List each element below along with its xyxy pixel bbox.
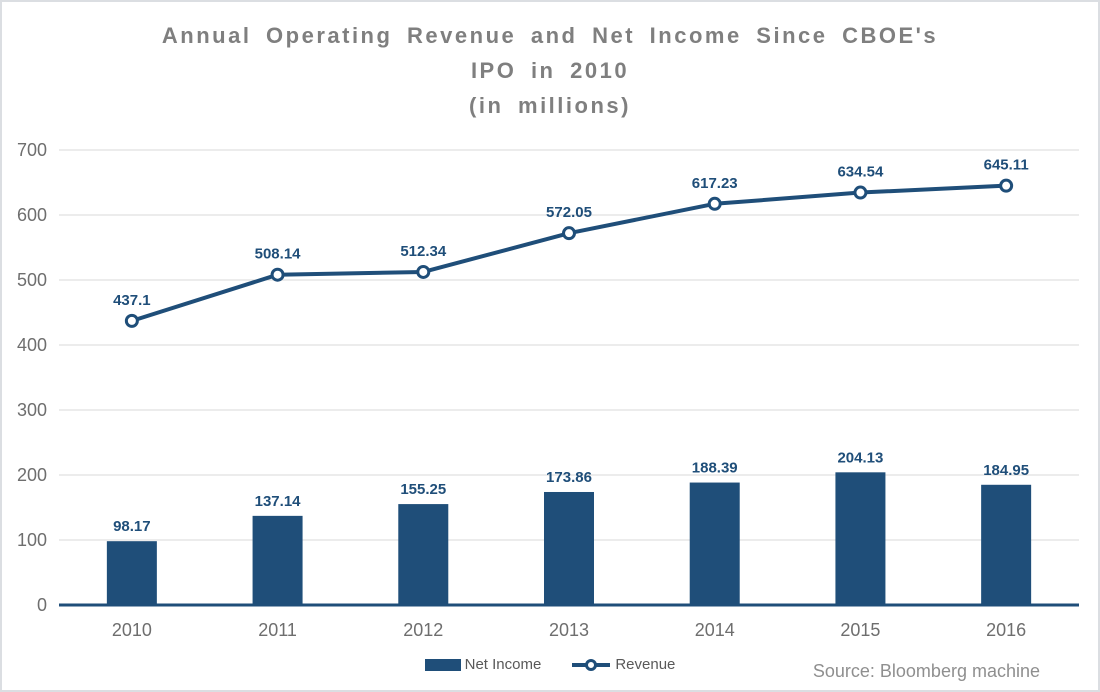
revenue-marker-2011: [270, 267, 285, 282]
revenue-line-marker-swatch-icon: [571, 658, 611, 672]
revenue-label-2013: 572.05: [546, 204, 592, 221]
revenue-label-2014: 617.23: [692, 175, 738, 192]
x-tick-label-2012: 2012: [403, 620, 443, 640]
y-tick-label-400: 400: [17, 335, 47, 355]
x-tick-label-2014: 2014: [695, 620, 735, 640]
y-tick-label-700: 700: [17, 140, 47, 160]
y-tick-label-100: 100: [17, 530, 47, 550]
x-tick-label-2011: 2011: [258, 620, 297, 640]
revenue-marker-2013: [562, 226, 576, 241]
bar-label-2010: 98.17: [113, 518, 151, 535]
bar-label-2015: 204.13: [837, 449, 883, 466]
revenue-label-2015: 634.54: [837, 164, 884, 181]
net-income-bar-swatch-icon: [424, 658, 461, 671]
bar-label-2012: 155.25: [400, 481, 446, 498]
chart-title-line-1: Annual Operating Revenue and Net Income …: [161, 23, 939, 48]
revenue-label-2016: 645.11: [984, 157, 1029, 174]
y-tick-label-600: 600: [17, 205, 47, 225]
y-tick-label-200: 200: [17, 465, 47, 485]
chart-title-line-2: IPO in 2010: [470, 58, 630, 83]
y-tick-label-0: 0: [37, 595, 47, 615]
x-tick-label-2010: 2010: [112, 620, 152, 640]
revenue-marker-2015: [853, 185, 868, 200]
y-tick-label-300: 300: [17, 400, 47, 420]
legend-item-revenue: Revenue: [571, 656, 675, 673]
revenue-label-2011: 508.14: [255, 246, 302, 263]
chart-legend: Net Income Revenue: [2, 656, 1098, 673]
bar-label-2013: 173.86: [546, 469, 592, 486]
source-note: Source: Bloomberg machine: [812, 661, 1040, 681]
bar-net-income-2016: [981, 484, 1032, 605]
bar-net-income-2012: [398, 504, 449, 605]
legend-label-net-income: Net Income: [464, 656, 542, 673]
chart-title-line-3: (in millions): [469, 93, 631, 118]
y-tick-label-500: 500: [17, 270, 47, 290]
revenue-marker-2010: [124, 313, 139, 328]
x-tick-label-2016: 2016: [986, 620, 1026, 640]
bar-net-income-2011: [252, 515, 303, 605]
bar-label-2011: 137.14: [255, 493, 302, 510]
revenue-marker-2016: [999, 178, 1014, 193]
bar-label-2016: 184.95: [983, 462, 1029, 479]
bar-net-income-2015: [835, 472, 886, 605]
bar-net-income-2013: [544, 491, 594, 605]
revenue-marker-2012: [416, 264, 431, 279]
legend-label-revenue: Revenue: [615, 656, 676, 673]
legend-item-net-income: Net Income: [424, 656, 542, 673]
bar-label-2014: 188.39: [692, 460, 738, 477]
x-tick-label-2015: 2015: [840, 620, 880, 640]
revenue-marker-2014: [707, 196, 722, 211]
x-tick-label-2013: 2013: [549, 620, 589, 640]
bar-net-income-2010: [106, 541, 157, 605]
revenue-label-2012: 512.34: [400, 243, 447, 260]
bar-net-income-2014: [689, 482, 740, 605]
chart-title: Annual Operating Revenue and Net Income …: [2, 18, 1098, 123]
revenue-label-2010: 437.1: [113, 292, 151, 309]
